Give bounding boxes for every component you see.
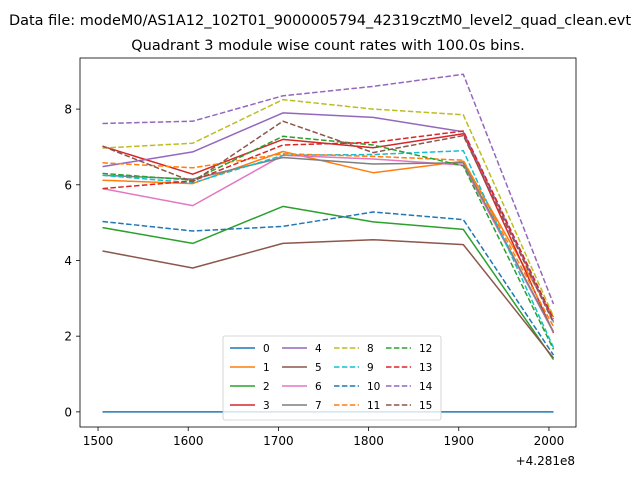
legend-label-0: 0	[263, 343, 270, 355]
series-line-8	[102, 98, 555, 317]
legend-label-14: 14	[419, 381, 433, 393]
series-line-6	[102, 154, 555, 333]
series-line-12	[102, 135, 555, 350]
plot-lines	[102, 73, 555, 413]
legend-label-15: 15	[419, 400, 432, 412]
legend-label-12: 12	[419, 343, 432, 355]
y-tick-label-0: 0	[64, 405, 72, 419]
legend-box	[222, 335, 442, 421]
legend-label-3: 3	[263, 400, 270, 412]
x-tick-label-1900: 1900	[443, 434, 474, 448]
series-line-14	[102, 73, 555, 305]
legend-label-4: 4	[315, 343, 322, 355]
series-line-5	[102, 238, 555, 359]
series-line-2	[102, 205, 555, 361]
legend-label-11: 11	[367, 400, 380, 412]
series-line-10	[102, 211, 555, 356]
chart-title: Quadrant 3 module wise count rates with …	[131, 38, 525, 54]
series-line-11	[102, 153, 555, 328]
legend-label-10: 10	[367, 381, 380, 393]
x-axis-offset-label: +4.281e8	[516, 454, 575, 468]
series-line-1	[102, 150, 555, 318]
legend-label-6: 6	[315, 381, 322, 393]
y-axis: 0 2 4 6 8	[64, 103, 80, 419]
x-tick-label-2000: 2000	[534, 434, 565, 448]
series-line-13	[102, 130, 555, 320]
plot-frame	[79, 57, 577, 428]
y-tick-label-8: 8	[64, 103, 72, 117]
legend-label-2: 2	[263, 381, 270, 393]
file-title: Data file: modeM0/AS1A12_102T01_90000057…	[9, 13, 631, 29]
x-tick-label-1600: 1600	[173, 434, 204, 448]
x-tick-label-1800: 1800	[353, 434, 384, 448]
legend-label-5: 5	[315, 362, 322, 374]
y-tick-label-2: 2	[64, 330, 72, 344]
legend-label-13: 13	[419, 362, 432, 374]
legend-label-9: 9	[367, 362, 374, 374]
x-tick-label-1500: 1500	[83, 434, 114, 448]
legend-label-8: 8	[367, 343, 374, 355]
series-line-15	[102, 120, 555, 324]
x-tick-label-1700: 1700	[263, 434, 294, 448]
series-line-3	[102, 132, 555, 334]
y-tick-label-4: 4	[64, 254, 72, 268]
y-tick-label-6: 6	[64, 178, 72, 192]
legend-label-7: 7	[315, 400, 322, 412]
x-axis: 1500 1600 1700 1800 1900 2000	[83, 427, 564, 448]
legend-label-1: 1	[263, 362, 270, 374]
